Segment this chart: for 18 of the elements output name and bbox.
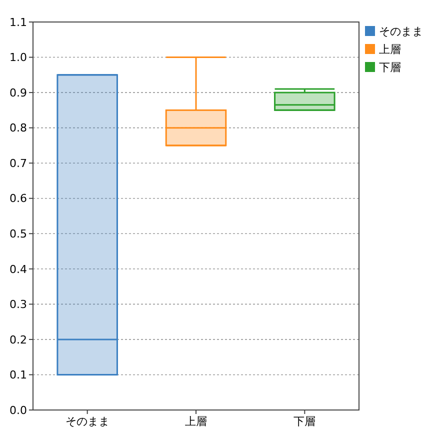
y-tick-label: 0.6: [10, 192, 27, 206]
legend-label: 上層: [379, 43, 401, 56]
y-tick-label: 0.4: [10, 262, 27, 276]
y-tick-label: 0.2: [10, 333, 27, 346]
legend-label: そのまま: [379, 25, 423, 38]
y-tick-label: 0.8: [10, 122, 27, 135]
x-tick-label: そのまま: [65, 415, 110, 428]
y-tick-label: 0.3: [10, 298, 27, 312]
x-tick-label: 下層: [294, 415, 316, 428]
x-tick-label: 上層: [185, 415, 207, 428]
y-tick-label: 0.1: [10, 368, 27, 382]
y-tick-label: 0.0: [10, 404, 27, 417]
legend-label: 下層: [379, 61, 401, 74]
y-tick-label: 1.1: [10, 16, 27, 29]
y-tick-label: 1.0: [10, 51, 27, 64]
y-tick-label: 0.7: [10, 156, 27, 170]
y-tick-label: 0.5: [10, 227, 27, 240]
y-tick-label: 0.9: [10, 86, 27, 100]
